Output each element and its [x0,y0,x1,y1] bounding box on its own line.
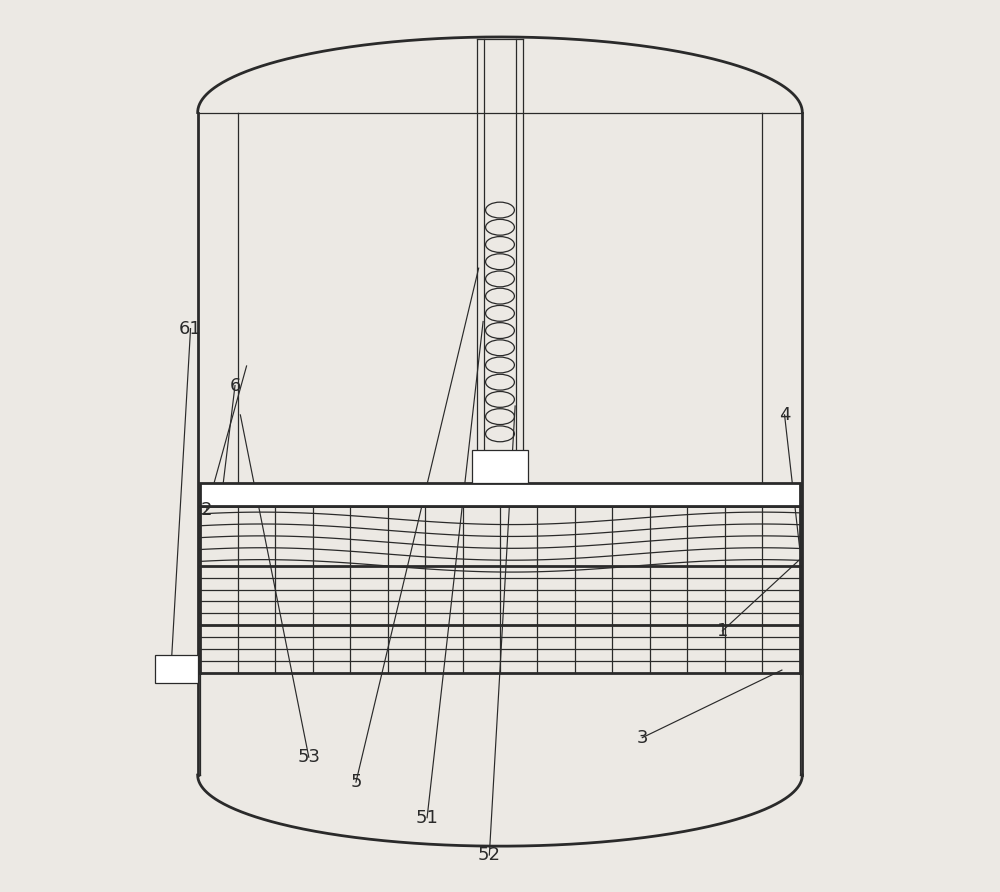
Bar [472,450,528,483]
Text: 4: 4 [779,406,790,424]
Text: 52: 52 [478,846,501,864]
Text: 6: 6 [229,376,241,394]
Text: 53: 53 [297,748,320,766]
Text: 5: 5 [350,773,362,791]
Bar [200,483,800,507]
Text: 2: 2 [201,501,212,519]
Bar [155,655,198,683]
Text: 61: 61 [179,319,202,338]
Text: 51: 51 [416,809,439,827]
Text: 3: 3 [637,729,648,747]
Text: 1: 1 [717,622,728,640]
